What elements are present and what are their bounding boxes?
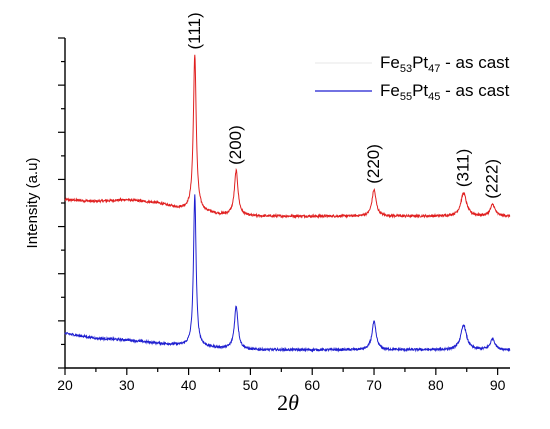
x-ticks: 20 30 40 50 60 70 80 90: [57, 368, 506, 393]
peak-label: (311): [454, 149, 473, 187]
x-tick-label: 40: [181, 377, 197, 393]
y-ticks: [58, 37, 65, 369]
x-tick-label: 30: [119, 377, 135, 393]
peak-labels: (111) (200) (220) (311) (222): [185, 12, 502, 198]
series-line-2: [64, 194, 511, 353]
x-axis-title: 2θ: [277, 390, 299, 415]
x-tick-label: 60: [304, 377, 320, 393]
peak-label: (222): [483, 159, 502, 199]
series-line-1: [64, 54, 511, 220]
x-tick-label: 50: [243, 377, 259, 393]
peak-label: (111): [185, 12, 204, 49]
x-axis-title-main: 2: [277, 390, 288, 415]
x-tick-label: 20: [57, 377, 73, 393]
x-axis-title-symbol: θ: [288, 390, 299, 415]
x-tick-label: 70: [366, 377, 382, 393]
x-tick-label: 90: [490, 377, 506, 393]
legend-label-1: Fe53Pt47 - as cast: [380, 53, 510, 75]
series-group: [64, 54, 511, 353]
legend-label-2: Fe55Pt45 - as cast: [380, 81, 510, 103]
x-tick-label: 80: [428, 377, 444, 393]
y-axis-title: Intensity (a.u): [24, 158, 41, 249]
peak-label: (200): [226, 125, 245, 165]
legend: Fe53Pt47 - as cast Fe55Pt45 - as cast: [315, 53, 510, 103]
peak-label: (220): [364, 144, 383, 184]
